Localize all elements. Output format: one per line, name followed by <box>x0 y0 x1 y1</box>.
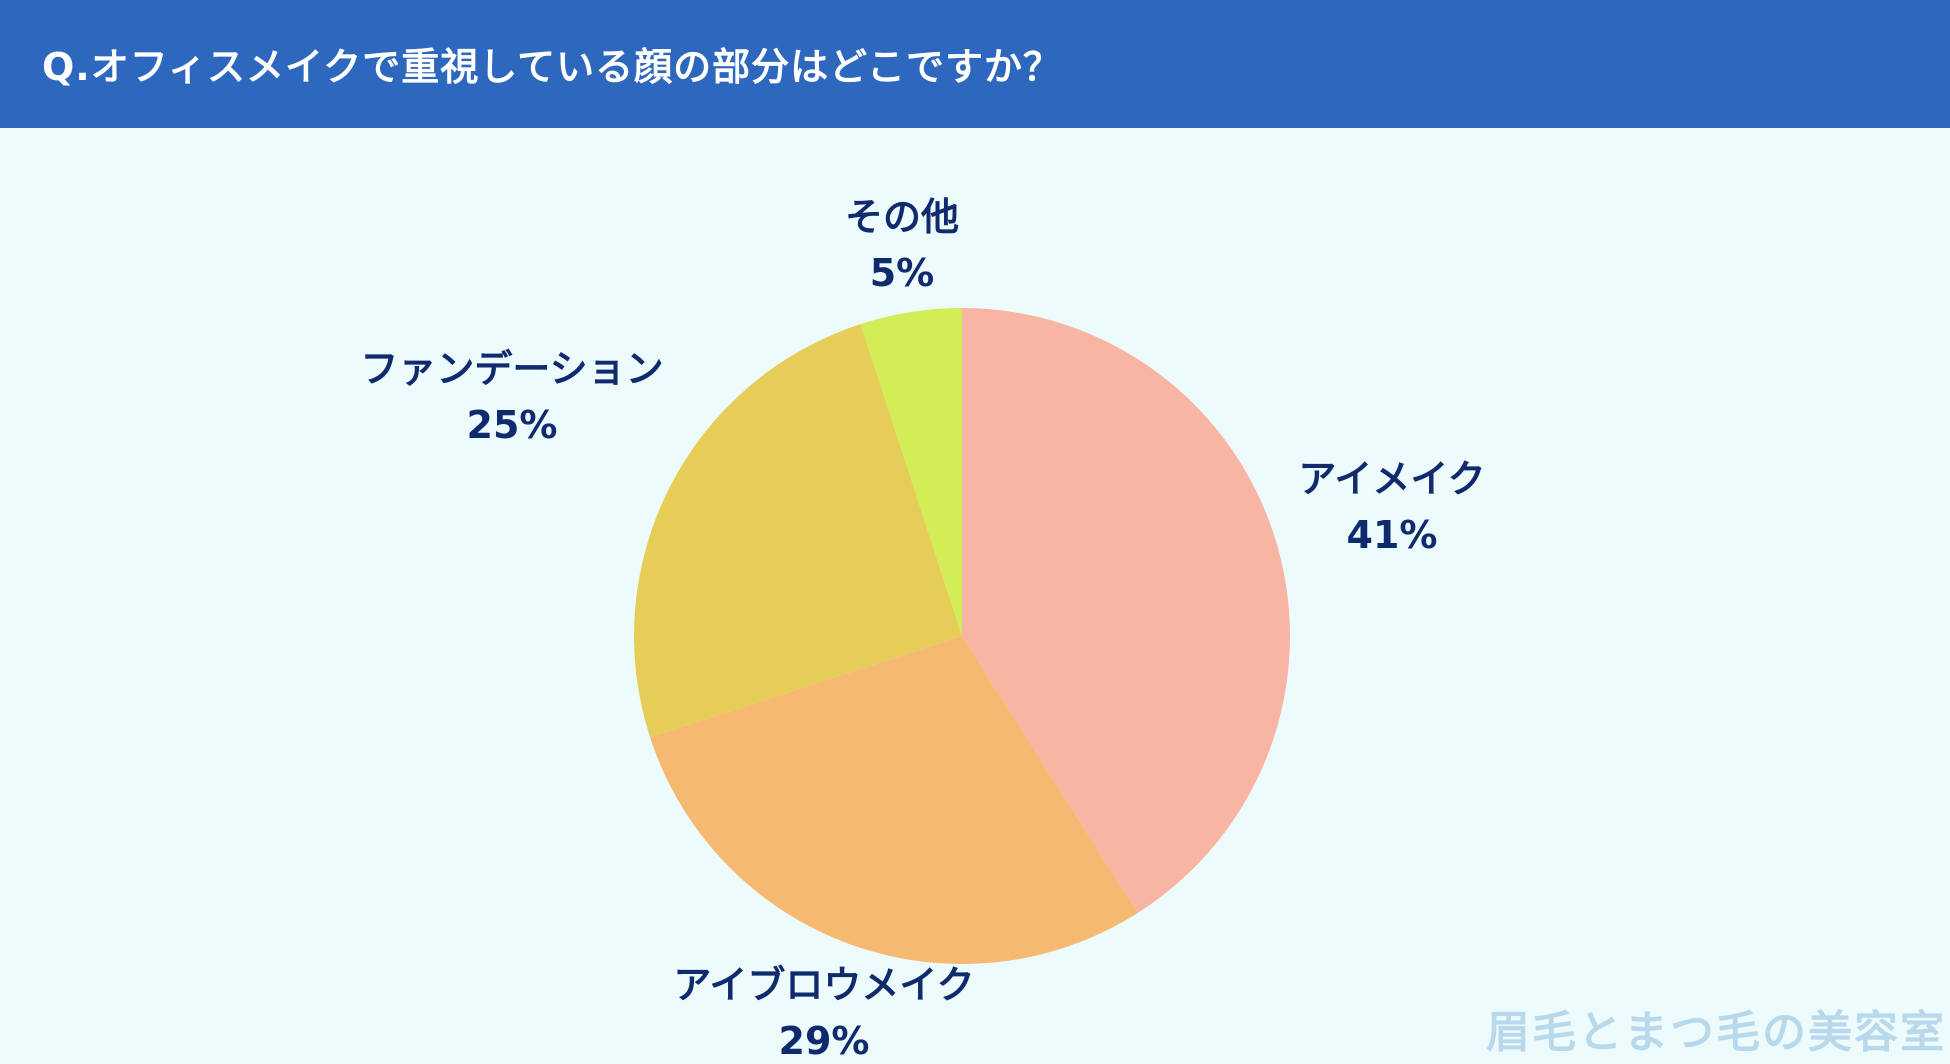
label-foundation-value: 25% <box>467 403 558 447</box>
slice-other <box>860 308 962 636</box>
watermark-logo: 眉毛とまつ毛の美容室 <box>1486 1007 1946 1058</box>
slice-labels: アイメイク 41% アイブロウメイク 29% ファンデーション 25% その他 5% <box>360 195 1485 1063</box>
slice-eyebrow-makeup <box>650 636 1138 964</box>
label-eye-makeup-name: アイメイク <box>1298 457 1485 501</box>
question-title: Q.オフィスメイクで重視している顔の部分はどこですか？ <box>42 45 1062 89</box>
slice-eye-makeup <box>962 308 1290 913</box>
label-eyebrow-makeup-value: 29% <box>779 1019 870 1063</box>
label-other-value: 5% <box>870 251 935 295</box>
slice-foundation <box>634 324 962 738</box>
label-eye-makeup-value: 41% <box>1347 513 1438 557</box>
label-other-name: その他 <box>845 195 959 239</box>
pie-slices <box>634 308 1290 964</box>
label-foundation-name: ファンデーション <box>360 347 663 391</box>
label-eyebrow-makeup-name: アイブロウメイク <box>673 963 974 1007</box>
header-bar: Q.オフィスメイクで重視している顔の部分はどこですか？ <box>0 0 1950 128</box>
